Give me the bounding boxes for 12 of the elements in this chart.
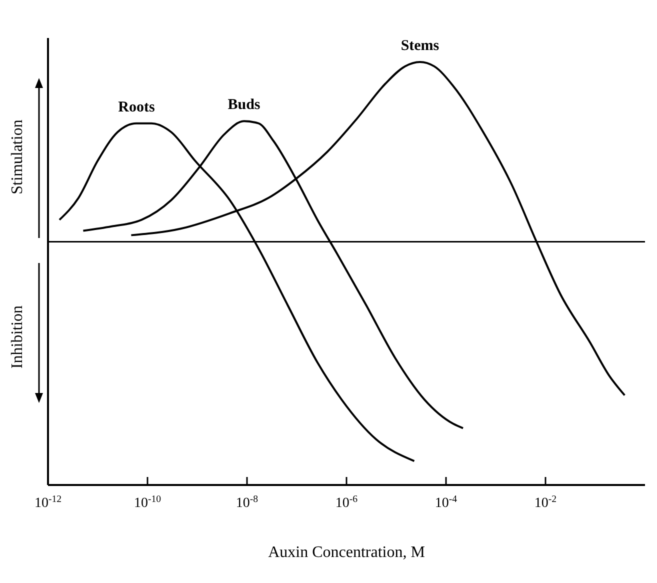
series-label: Buds <box>228 97 260 114</box>
x-tick-label: 10$^{-6}$ <box>335 494 358 511</box>
x-tick-label: 10$^{-8}$ <box>236 494 258 511</box>
series-label: Roots <box>118 99 155 116</box>
x-tick-label: 10$^{-2}$ <box>534 494 557 511</box>
x-tick-label: 10$^{-4}$ <box>434 494 458 511</box>
series-label: Stems <box>400 38 440 54</box>
text: Stimulation <box>9 118 27 196</box>
x-tick-label: 10$^{-12}$ <box>34 494 62 511</box>
x-tick-label: 10$^{-10}$ <box>134 494 162 511</box>
text: Inhibition <box>9 304 27 371</box>
x-axis-title: Auxin Concentration, M <box>268 544 425 561</box>
